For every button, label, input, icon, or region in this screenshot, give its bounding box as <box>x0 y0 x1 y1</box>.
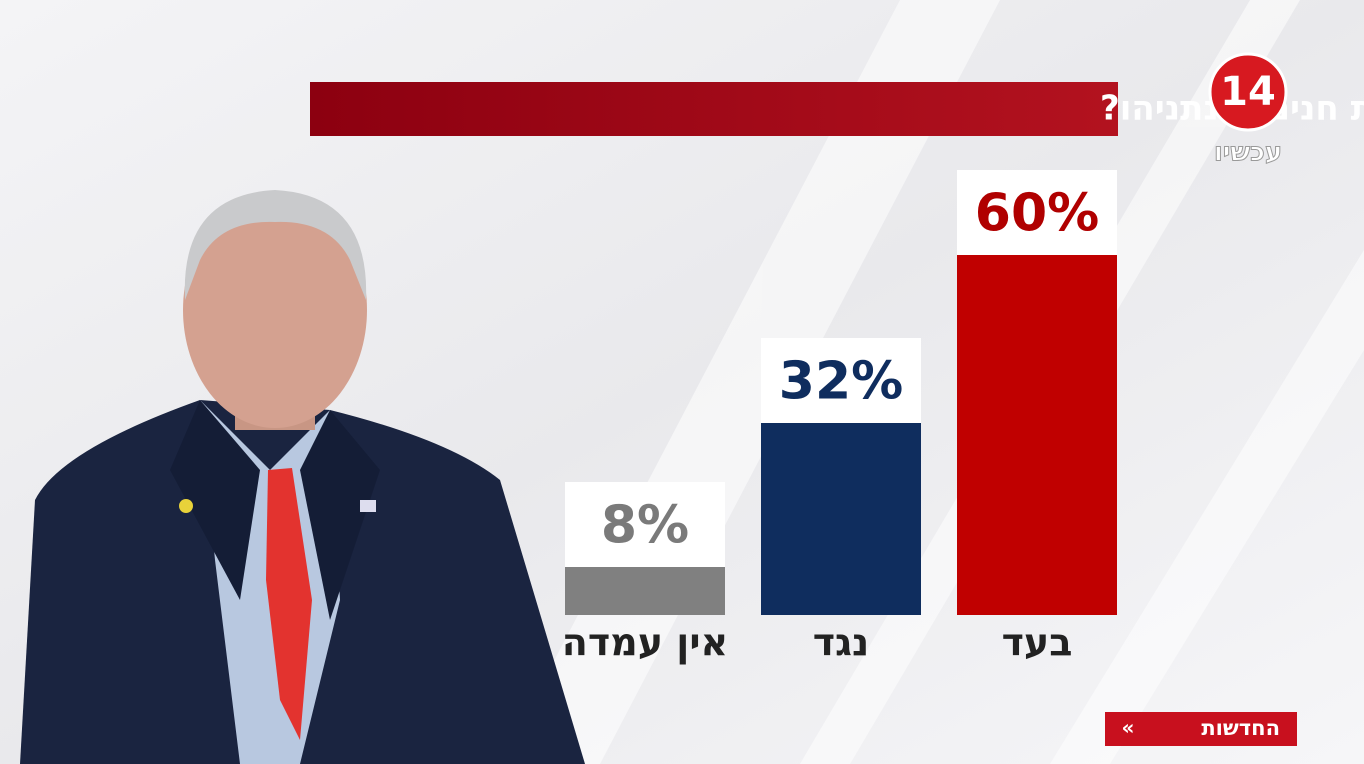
value-label: 32% <box>779 352 903 412</box>
category-label: בעד <box>1002 621 1073 665</box>
value-label: 8% <box>601 496 689 556</box>
logo-caption: עכשיו <box>1214 138 1282 168</box>
footer: החדשות <box>1201 716 1280 740</box>
person <box>20 190 585 764</box>
category-label: נגד <box>813 621 870 665</box>
bar <box>761 423 921 615</box>
label-box <box>761 338 921 423</box>
bar <box>565 567 725 615</box>
footer-box <box>1105 712 1297 746</box>
label-box <box>957 170 1117 255</box>
logo-circle <box>1208 52 1288 132</box>
title-bar <box>310 82 1118 136</box>
label-box <box>565 482 725 567</box>
footer-chevrons: « <box>1122 716 1135 740</box>
category-label: אין עמדה <box>562 621 728 665</box>
value-label: 60% <box>975 184 1099 244</box>
logo: 14 <box>1220 69 1276 115</box>
bar <box>957 255 1117 615</box>
